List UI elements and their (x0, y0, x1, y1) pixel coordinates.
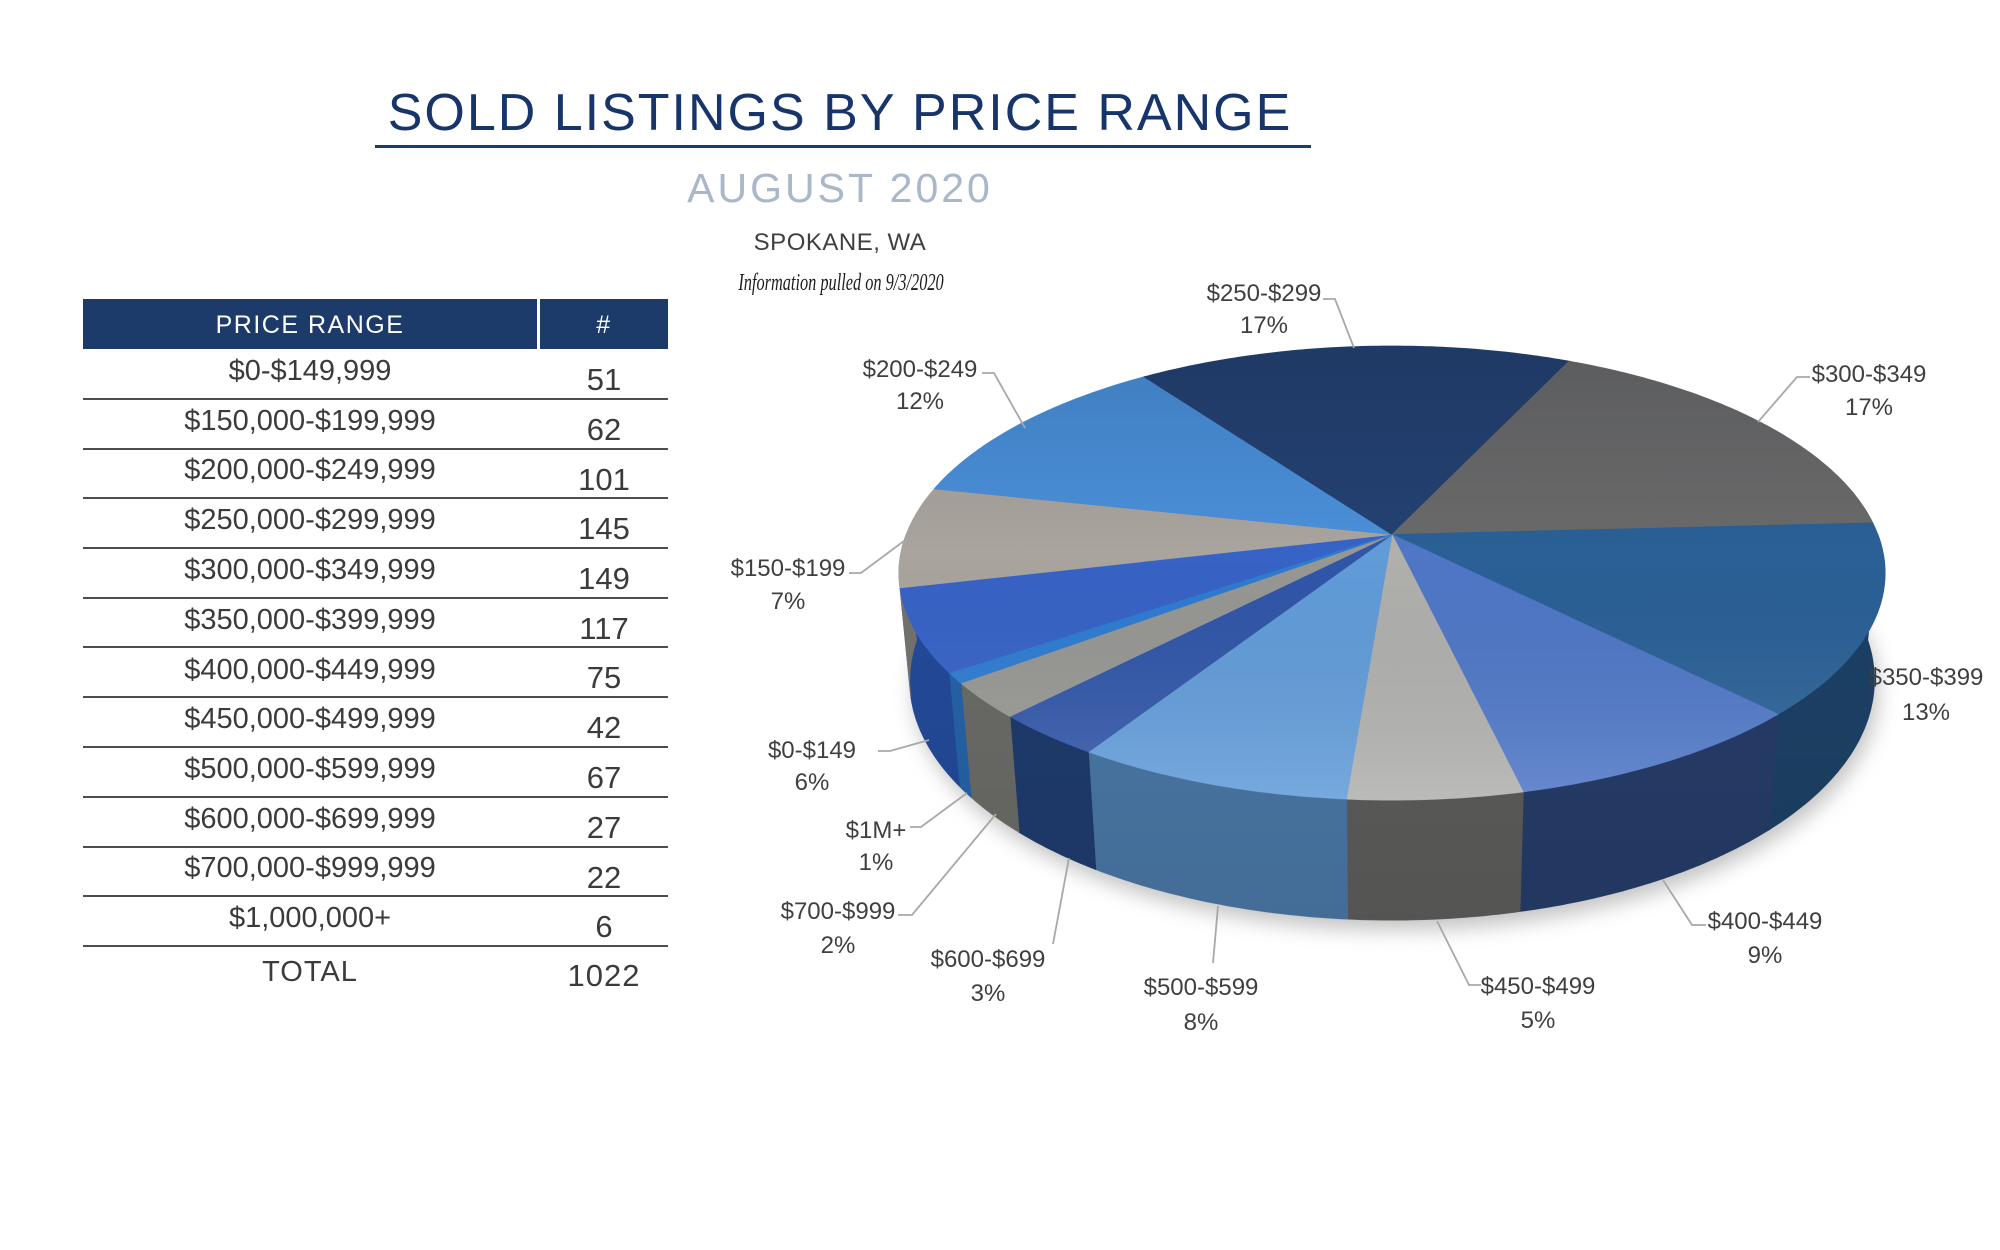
svg-text:$350-$399: $350-$399 (1869, 664, 1984, 691)
svg-text:$400-$449: $400-$449 (1708, 908, 1823, 935)
svg-text:1%: 1% (859, 849, 894, 876)
svg-text:3%: 3% (971, 980, 1006, 1007)
svg-text:7%: 7% (771, 588, 806, 615)
svg-text:17%: 17% (1240, 312, 1288, 339)
svg-text:$500-$599: $500-$599 (1144, 974, 1259, 1001)
svg-text:$200-$249: $200-$249 (863, 356, 978, 383)
svg-text:$600-$699: $600-$699 (931, 946, 1046, 973)
svg-text:9%: 9% (1748, 942, 1783, 969)
svg-text:17%: 17% (1845, 394, 1893, 421)
svg-text:13%: 13% (1902, 699, 1950, 726)
svg-text:$1M+: $1M+ (846, 817, 907, 844)
svg-text:$450-$499: $450-$499 (1481, 973, 1596, 1000)
svg-text:12%: 12% (896, 388, 944, 415)
svg-text:2%: 2% (821, 932, 856, 959)
svg-text:6%: 6% (795, 769, 830, 796)
svg-text:5%: 5% (1521, 1007, 1556, 1034)
svg-text:$150-$199: $150-$199 (731, 555, 846, 582)
svg-text:$250-$299: $250-$299 (1207, 280, 1322, 307)
svg-text:8%: 8% (1184, 1009, 1219, 1036)
svg-text:$300-$349: $300-$349 (1812, 361, 1927, 388)
svg-text:$700-$999: $700-$999 (781, 898, 896, 925)
svg-text:$0-$149: $0-$149 (768, 737, 856, 764)
